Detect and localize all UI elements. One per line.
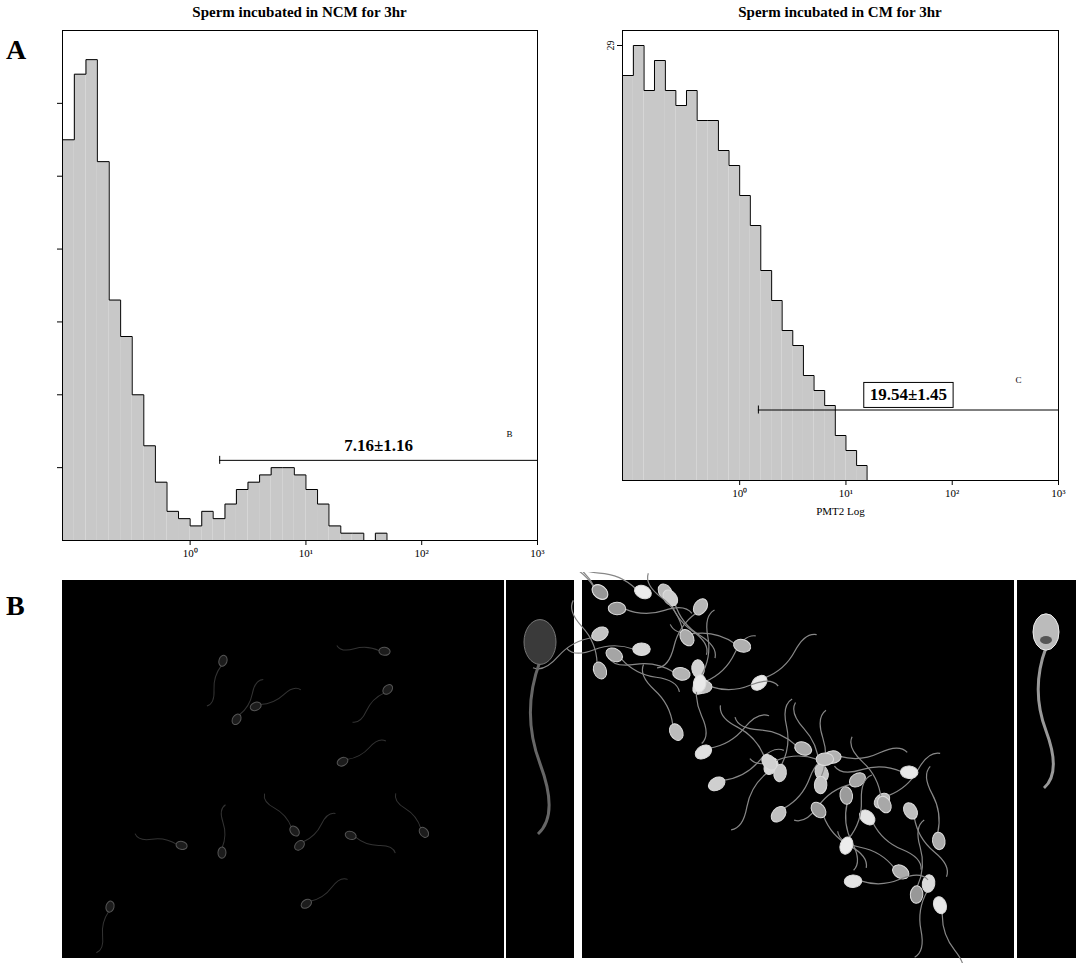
- svg-text:10³: 10³: [530, 547, 545, 559]
- svg-text:10²: 10²: [945, 487, 960, 499]
- svg-text:B: B: [506, 429, 512, 439]
- html-text:Sperm incubated in NCM for 3hr: Sperm incubated in NCM for 3hr: [192, 4, 407, 20]
- svg-text:7.16±1.16: 7.16±1.16: [344, 436, 413, 455]
- svg-text:10⁰: 10⁰: [732, 487, 747, 499]
- svg-text:10²: 10²: [415, 547, 430, 559]
- svg-text:C: C: [1015, 375, 1021, 385]
- svg-text:19.54±1.45: 19.54±1.45: [870, 385, 947, 404]
- svg-text:10¹: 10¹: [839, 487, 853, 499]
- svg-text:10⁰: 10⁰: [183, 547, 198, 559]
- svg-text:10¹: 10¹: [299, 547, 313, 559]
- html-text:A: A: [6, 34, 27, 65]
- html-text:Sperm incubated in CM for 3hr: Sperm incubated in CM for 3hr: [738, 4, 942, 20]
- svg-text:29: 29: [605, 41, 616, 51]
- svg-text:PMT2 Log: PMT2 Log: [816, 505, 865, 517]
- svg-text:10³: 10³: [1051, 487, 1066, 499]
- html-text:B: B: [6, 590, 25, 621]
